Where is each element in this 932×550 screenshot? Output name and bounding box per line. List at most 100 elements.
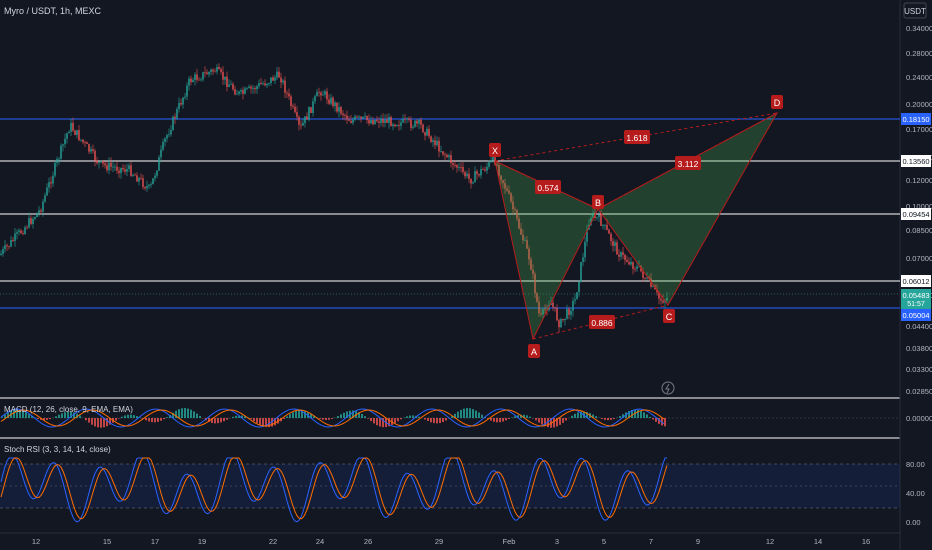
macd-bar: [73, 412, 75, 418]
currency-badge[interactable]: [903, 2, 927, 19]
candle-body: [94, 150, 96, 161]
macd-bar: [502, 418, 504, 422]
candle-body: [540, 313, 542, 315]
candle-body: [88, 144, 90, 152]
lightning-icon[interactable]: [661, 381, 675, 395]
candle-body: [262, 83, 264, 85]
macd-bar: [259, 418, 261, 425]
stoch-rsi-indicator[interactable]: [0, 457, 668, 523]
candle-body: [424, 132, 426, 136]
level-tag-1: [901, 155, 931, 167]
candle-body: [584, 241, 586, 258]
ratio-ac-tag: [589, 315, 615, 329]
candle-body: [574, 299, 576, 301]
time-tick-label: 19: [198, 537, 206, 546]
time-tick-label: 14: [814, 537, 822, 546]
macd-bar: [214, 418, 216, 424]
candle-body: [106, 165, 108, 171]
macd-bar: [487, 418, 489, 419]
candle-body: [598, 214, 600, 218]
macd-indicator[interactable]: [0, 408, 666, 428]
candle-body: [26, 227, 28, 229]
price-tick-label: 0.03800: [906, 344, 932, 353]
candle-body: [662, 300, 664, 303]
candle-body: [250, 86, 252, 89]
candlestick-series[interactable]: [0, 63, 668, 333]
symbol-title[interactable]: Myro / USDT, 1h, MEXC: [4, 6, 102, 16]
candle-body: [20, 230, 22, 234]
time-axis[interactable]: 12 15 17 19 22 24 26 29 Feb 3 5 7 9 12 14 16: [32, 537, 870, 546]
candle-body: [374, 119, 376, 125]
candle-body: [290, 96, 292, 107]
macd-bar: [253, 418, 255, 422]
price-tick-label: 0.24000: [906, 73, 932, 82]
stoch-legend[interactable]: Stoch RSI (3, 3, 14, 14, close): [4, 445, 111, 454]
macd-bar: [55, 416, 57, 418]
bd-dashed: [597, 112, 778, 210]
macd-legend[interactable]: MACD (12, 26, close, 9, EMA, EMA): [4, 405, 133, 414]
macd-bar: [298, 410, 300, 418]
candle-body: [330, 97, 332, 104]
macd-bar: [265, 418, 267, 427]
candle-body: [302, 122, 304, 126]
point-c-tag[interactable]: [663, 309, 675, 323]
candle-body: [228, 84, 230, 87]
macd-bar: [67, 411, 69, 418]
point-x-tag[interactable]: [489, 143, 501, 157]
level-tag-2: [901, 208, 931, 220]
candle-body: [364, 115, 366, 117]
macd-bar: [409, 415, 411, 418]
macd-bar: [145, 418, 147, 421]
candle-body: [582, 257, 584, 263]
macd-bar: [664, 418, 666, 427]
point-d-tag[interactable]: [771, 95, 783, 109]
point-b-tag[interactable]: [592, 195, 604, 209]
candle-body: [368, 120, 370, 124]
candle-body: [320, 92, 322, 96]
candle-body: [398, 125, 400, 126]
candle-body: [378, 121, 380, 123]
macd-bar: [109, 418, 111, 425]
macd-bar: [331, 418, 333, 419]
macd-bar: [169, 414, 171, 418]
time-tick-label: 9: [696, 537, 700, 546]
macd-bar: [439, 418, 441, 424]
candle-body: [194, 74, 196, 80]
macd-bar: [541, 418, 543, 425]
harmonic-pattern[interactable]: X A B C D 0.574 0.886 1.618 3.112: [489, 95, 783, 358]
macd-bar: [7, 412, 9, 418]
candle-body: [534, 274, 536, 294]
candle-body: [622, 252, 624, 255]
candle-body: [86, 142, 88, 145]
candle-body: [258, 83, 260, 87]
macd-bar: [613, 418, 615, 420]
macd-bar: [367, 418, 369, 419]
candle-body: [74, 130, 76, 135]
macd-bar: [412, 415, 414, 418]
macd-bar: [133, 415, 135, 418]
candle-body: [520, 228, 522, 235]
price-tick-label: 0.03300: [906, 365, 932, 374]
macd-bar: [559, 418, 561, 425]
countdown-text: 51:57: [907, 301, 925, 308]
candle-body: [610, 233, 612, 242]
candle-body: [104, 163, 106, 166]
candle-body: [138, 177, 140, 182]
candle-body: [162, 141, 164, 150]
candle-body: [244, 88, 246, 94]
candle-body: [272, 77, 274, 81]
candle-body: [234, 89, 236, 95]
candle-body: [82, 139, 84, 143]
candle-body: [590, 217, 592, 225]
candle-body: [164, 138, 166, 142]
candle-body: [324, 91, 326, 95]
point-a-tag[interactable]: [528, 344, 540, 358]
macd-bar: [43, 418, 45, 421]
candle-body: [522, 234, 524, 241]
candle-body: [4, 245, 6, 250]
macd-bar: [1, 417, 3, 418]
macd-bar: [637, 409, 639, 418]
candle-body: [458, 166, 460, 168]
macd-bar: [319, 418, 321, 419]
